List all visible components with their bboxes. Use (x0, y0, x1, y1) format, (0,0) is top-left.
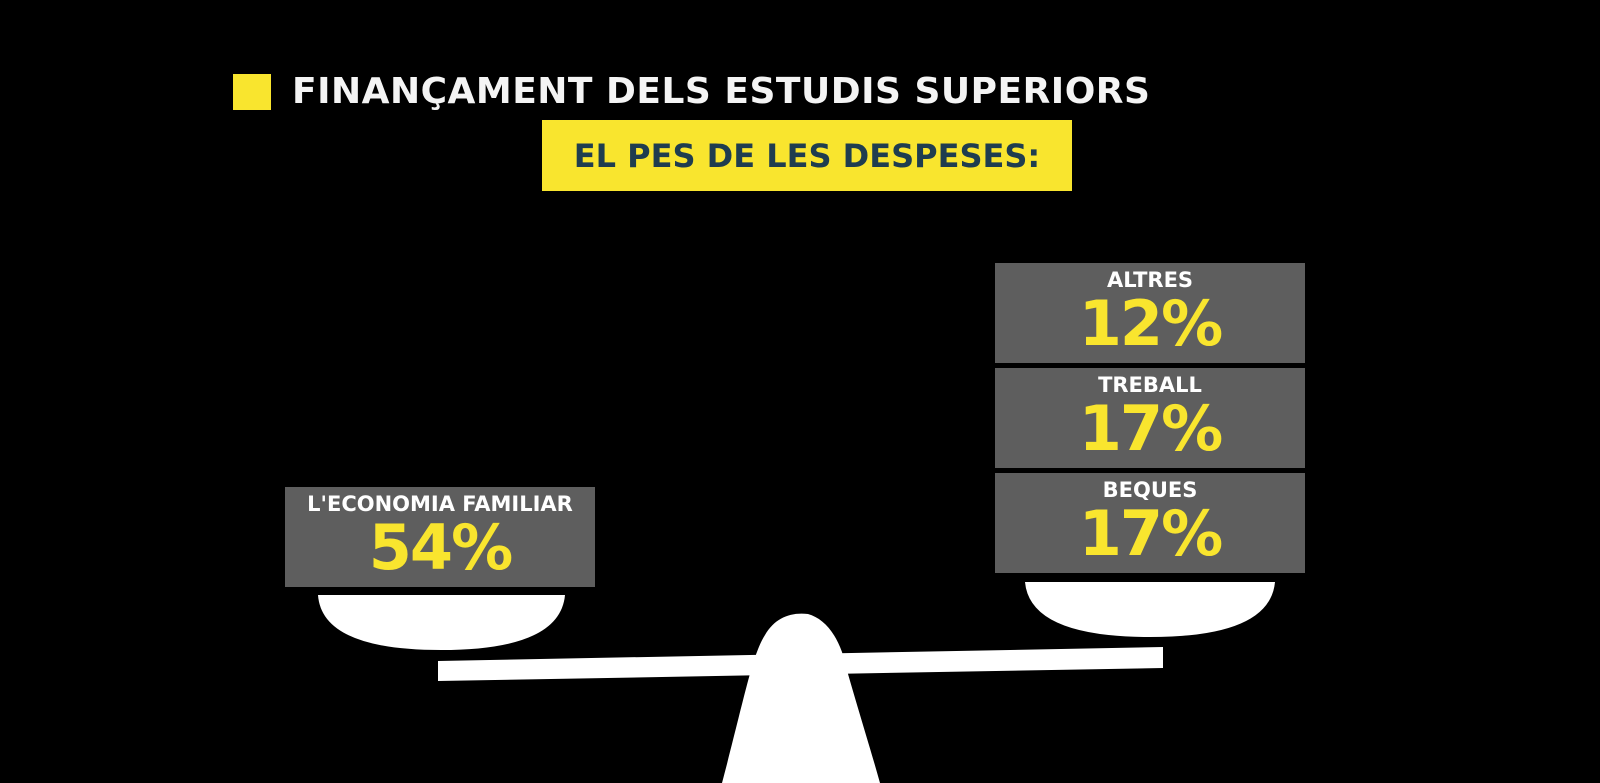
left-pan (318, 595, 565, 650)
item-label: L'ECONOMIA FAMILIAR (307, 492, 573, 516)
item-label: ALTRES (1106, 268, 1194, 292)
item-value: 17% (1078, 497, 1223, 570)
subtitle-box: EL PES DE LES DESPESES: (542, 120, 1072, 191)
right-item-altres: ALTRES 12% (995, 263, 1305, 363)
right-item-treball: TREBALL 17% (995, 368, 1305, 468)
right-pan (1025, 582, 1275, 637)
left-item-economia-familiar: L'ECONOMIA FAMILIAR 54% (285, 487, 595, 587)
subtitle: EL PES DE LES DESPESES: (573, 136, 1041, 175)
scale-fulcrum (722, 613, 880, 783)
page-title: FINANÇAMENT DELS ESTUDIS SUPERIORS (292, 71, 1151, 112)
right-item-beques: BEQUES 17% (995, 473, 1305, 573)
item-value: 12% (1078, 287, 1223, 360)
title-marker (233, 74, 271, 110)
item-label: TREBALL (1098, 373, 1202, 397)
item-value: 17% (1078, 392, 1223, 465)
item-label: BEQUES (1102, 478, 1198, 502)
item-value: 54% (368, 511, 513, 584)
